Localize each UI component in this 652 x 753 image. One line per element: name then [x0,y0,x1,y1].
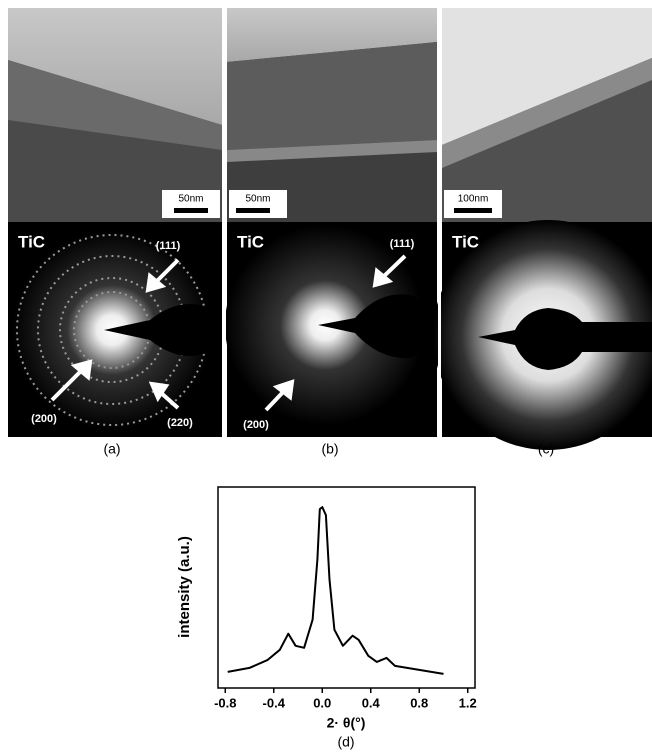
panel-a: 50nm TiC (111) (200) (220) (a) [8,8,222,457]
panel-label: (c) [538,441,554,457]
scale-bar [454,208,492,213]
scale-bar-label: 50nm [178,194,203,205]
material-label: TiC [18,232,45,251]
panel-b: 50nm TiC (111) (200) (b) [225,8,437,457]
ring-label: (200) [31,413,57,425]
ring-label: (111) [390,238,415,250]
scale-bar-label: 50nm [245,194,270,205]
x-axis-label: 2· θ(°) [327,715,366,731]
ring-label: (111) [156,240,181,252]
x-tick-label: -0.4 [263,695,286,710]
panel-c: 100nm TiC (c) [433,8,652,457]
ring-label: (220) [167,417,193,429]
y-axis-label: intensity (a.u.) [176,536,193,638]
x-tick-label: 0.4 [362,695,381,710]
panel-label: (a) [103,441,120,457]
panel-label: (d) [337,734,354,750]
material-label: TiC [452,232,479,251]
ring-label: (200) [243,419,269,431]
plot-frame [218,487,475,688]
intensity-curve [228,507,444,674]
panel-label: (b) [321,441,338,457]
figure: 50nm TiC (111) (200) (220) (a) 50nm TiC … [0,0,652,753]
material-label: TiC [237,232,264,251]
x-tick-label: 1.2 [459,695,477,710]
x-tick-label: 0.0 [313,695,331,710]
scale-bar [236,208,270,213]
scale-bar-label: 100nm [458,194,489,205]
x-tick-label: 0.8 [410,695,428,710]
scale-bar [174,208,208,213]
x-tick-label: -0.8 [214,695,236,710]
